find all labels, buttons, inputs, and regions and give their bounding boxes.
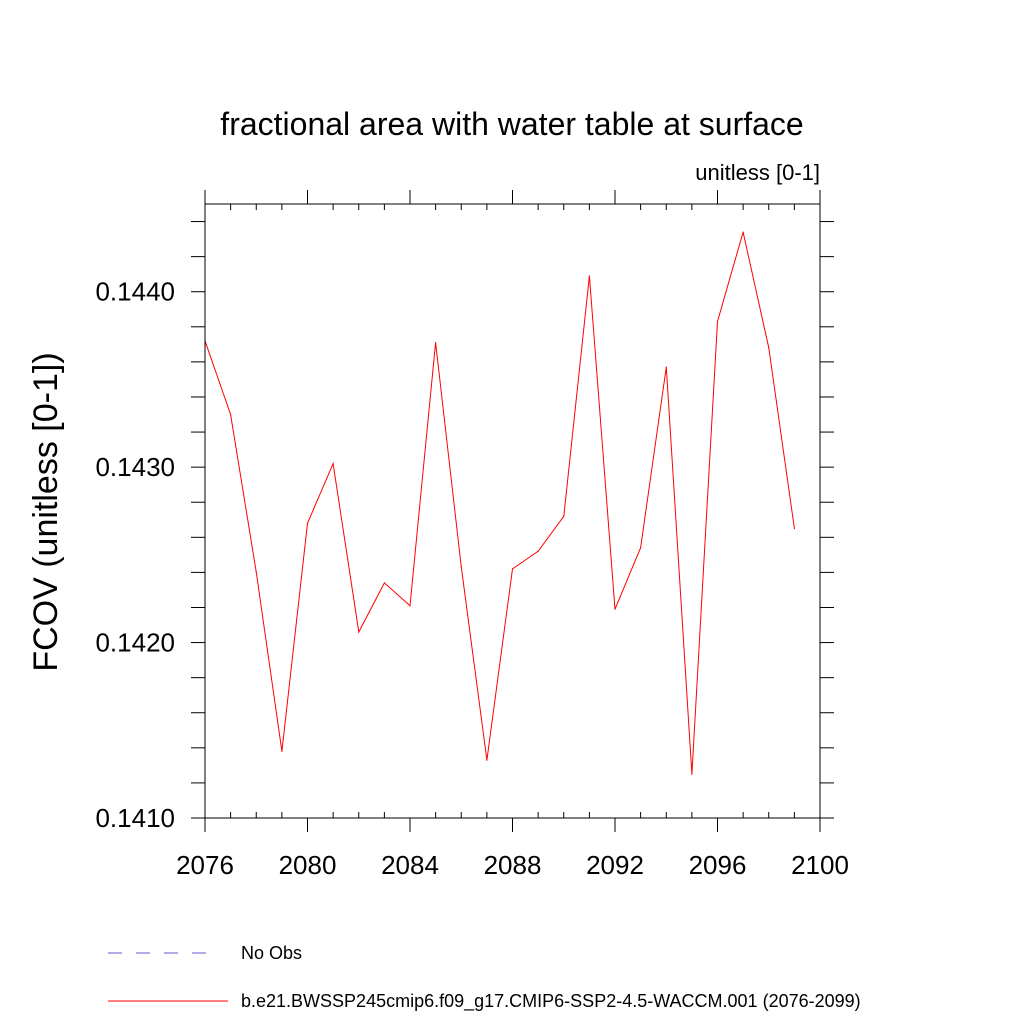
- data-point: [332, 463, 334, 465]
- axis-ticks: [191, 190, 834, 832]
- legend: No Obs b.e21.BWSSP245cmip6.f09_g17.CMIP6…: [108, 943, 861, 1012]
- x-tick-label: 2084: [381, 850, 439, 880]
- data-point: [281, 750, 283, 752]
- y-tick-label: 0.1410: [95, 803, 175, 833]
- x-tick-label: 2092: [586, 850, 644, 880]
- plot-frame: [204, 203, 821, 819]
- data-point: [358, 631, 360, 633]
- data-point: [588, 275, 590, 277]
- data-point: [409, 605, 411, 607]
- data-point: [537, 550, 539, 552]
- data-point: [255, 571, 257, 574]
- axis-tick-labels: 2076 2080 2084 2088 2092 2096 2100 0.1410 0.1420…: [95, 277, 848, 880]
- data-point: [383, 582, 385, 584]
- y-tick-label: 0.1420: [95, 628, 175, 658]
- y-tick-label: 0.1430: [95, 452, 175, 482]
- x-tick-label: 2076: [176, 850, 234, 880]
- data-point: [306, 522, 309, 524]
- x-tick-label: 2096: [689, 850, 747, 880]
- data-point: [230, 413, 232, 416]
- x-tick-label: 2080: [279, 850, 337, 880]
- data-point: [716, 320, 719, 323]
- data-point: [768, 347, 770, 349]
- data-point: [486, 759, 488, 761]
- y-tick-label: 0.1440: [95, 277, 175, 307]
- data-point: [511, 568, 514, 570]
- data-point: [614, 608, 616, 610]
- data-point: [691, 773, 693, 775]
- series-layer: [204, 231, 795, 775]
- data-point: [460, 566, 462, 568]
- legend-label-no-obs: No Obs: [241, 943, 302, 963]
- data-point: [435, 341, 437, 344]
- y-axis-label: FCOV (unitless [0-1]): [27, 352, 65, 671]
- x-tick-label: 2088: [484, 850, 542, 880]
- chart-title: fractional area with water table at surf…: [220, 106, 803, 142]
- x-tick-label: 2100: [791, 850, 849, 880]
- series-line: [204, 231, 795, 775]
- data-point: [793, 527, 795, 530]
- data-point: [563, 515, 565, 517]
- data-point: [742, 231, 744, 233]
- legend-label-model: b.e21.BWSSP245cmip6.f09_g17.CMIP6-SSP2-4…: [241, 991, 861, 1012]
- data-point: [665, 366, 667, 368]
- units-label: unitless [0-1]: [695, 160, 820, 185]
- data-point: [640, 547, 642, 549]
